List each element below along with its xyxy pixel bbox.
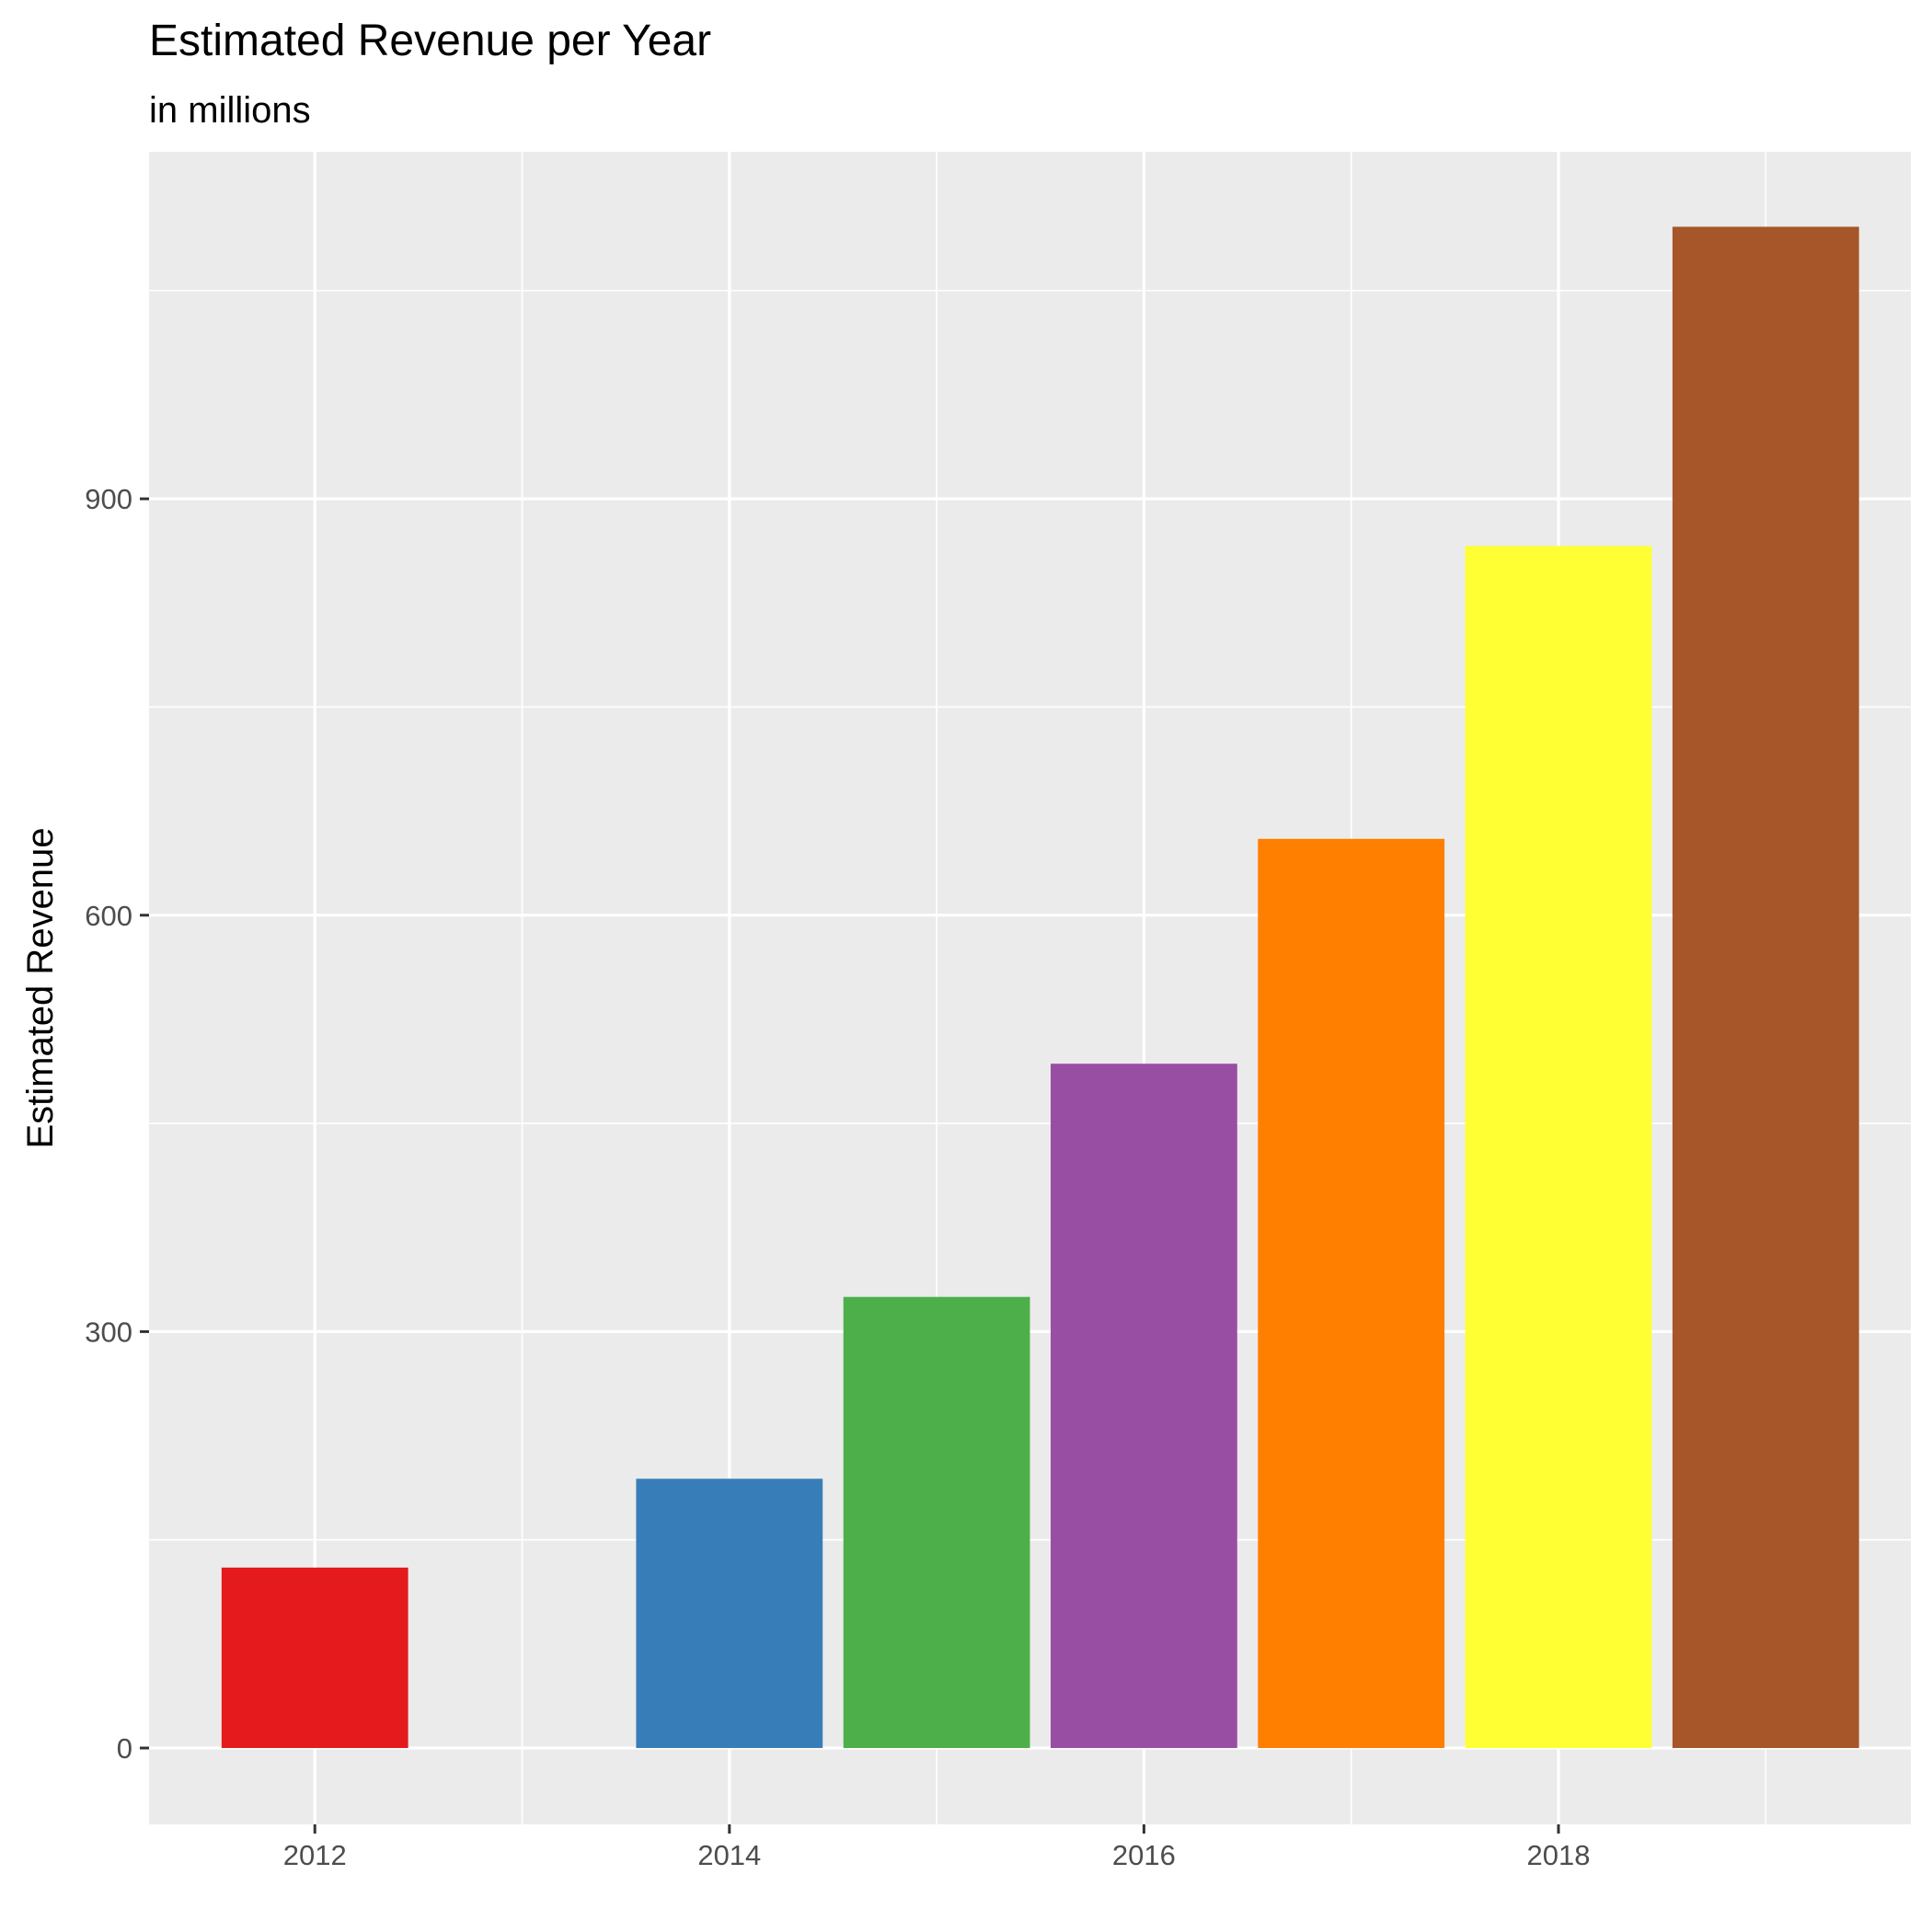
bar-2014 [636,1478,823,1749]
chart-title: Estimated Revenue per Year [149,17,711,65]
bar-2015 [843,1296,1030,1749]
y-axis-title: Estimated Revenue [20,827,61,1148]
bar-2012 [221,1567,408,1749]
chart-subtitle: in millions [149,90,311,131]
bar-2019 [1672,226,1859,1749]
bar-2016 [1051,1064,1237,1749]
x-tick-label: 2018 [1527,1839,1591,1871]
bar-2018 [1465,546,1652,1749]
y-axis: 0 300 600 900 [85,483,149,1765]
x-tick-label: 2012 [283,1839,347,1871]
y-tick-label: 0 [117,1732,132,1765]
x-axis: 2012 2014 2016 2018 [283,1824,1591,1871]
x-tick-label: 2014 [697,1839,761,1871]
bar-2017 [1258,838,1445,1749]
y-tick-label: 900 [85,483,132,515]
y-tick-label: 300 [85,1316,132,1348]
bars [221,226,1859,1749]
y-tick-label: 600 [85,900,132,932]
x-tick-label: 2016 [1112,1839,1176,1871]
